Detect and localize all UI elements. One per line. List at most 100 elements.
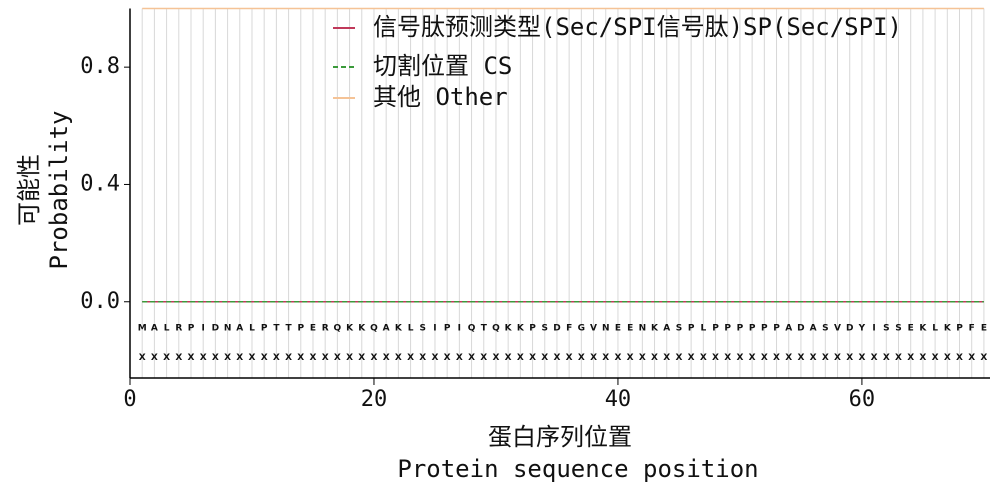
- y-axis-label: Probability: [45, 111, 73, 270]
- residue-label: A: [810, 324, 817, 334]
- residue-label: S: [895, 324, 901, 334]
- marker-label: X: [822, 353, 829, 363]
- residue-label: N: [224, 324, 232, 334]
- y-axis-label: 可能性: [15, 154, 43, 226]
- marker-label: X: [273, 353, 280, 363]
- residue-label: P: [761, 324, 768, 334]
- marker-label: X: [614, 353, 621, 363]
- marker-label: X: [663, 353, 670, 363]
- marker-label: X: [797, 353, 804, 363]
- marker-label: X: [932, 353, 939, 363]
- residue-label: D: [212, 324, 219, 334]
- y-tick-label: 0.0: [80, 289, 120, 314]
- marker-label: X: [700, 353, 707, 363]
- marker-label: X: [529, 353, 536, 363]
- residue-label: D: [846, 324, 853, 334]
- residue-label: V: [590, 324, 597, 334]
- marker-label: X: [907, 353, 914, 363]
- residue-label: S: [883, 324, 889, 334]
- residue-label: I: [433, 324, 436, 334]
- residue-label: E: [627, 324, 633, 334]
- residue-label: L: [408, 324, 414, 334]
- marker-label: X: [919, 353, 926, 363]
- marker-label: X: [761, 353, 768, 363]
- marker-label: X: [175, 353, 182, 363]
- residue-label: A: [236, 324, 243, 334]
- residue-label: K: [346, 324, 354, 334]
- residue-label: P: [297, 324, 304, 334]
- residue-label: E: [981, 324, 987, 334]
- residue-label: L: [932, 324, 938, 334]
- residue-label: T: [273, 324, 280, 334]
- residue-label: A: [663, 324, 670, 334]
- marker-label: X: [688, 353, 695, 363]
- residue-label: K: [944, 324, 952, 334]
- marker-label: X: [773, 353, 780, 363]
- residue-label: I: [458, 324, 461, 334]
- residue-label: F: [969, 324, 975, 334]
- marker-label: X: [639, 353, 646, 363]
- residue-label: P: [712, 324, 719, 334]
- residue-label: P: [773, 324, 780, 334]
- x-axis-label: 蛋白序列位置: [488, 423, 632, 451]
- residue-label: E: [908, 324, 914, 334]
- residue-label: K: [395, 324, 403, 334]
- residue-label: I: [872, 324, 875, 334]
- marker-label: X: [334, 353, 341, 363]
- residue-label: M: [138, 324, 147, 334]
- marker-label: X: [200, 353, 207, 363]
- residue-label: L: [700, 324, 706, 334]
- marker-label: X: [431, 353, 438, 363]
- marker-label: X: [370, 353, 377, 363]
- marker-label: X: [712, 353, 719, 363]
- x-tick-label: 20: [361, 387, 388, 412]
- marker-label: X: [749, 353, 756, 363]
- residue-label: N: [639, 324, 647, 334]
- marker-label: X: [578, 353, 585, 363]
- marker-label: X: [346, 353, 353, 363]
- residue-label: E: [310, 324, 316, 334]
- marker-label: X: [407, 353, 414, 363]
- marker-label: X: [517, 353, 524, 363]
- marker-label: X: [980, 353, 987, 363]
- marker-label: X: [456, 353, 463, 363]
- residue-label: S: [420, 324, 426, 334]
- legend-label: 其他 Other: [373, 83, 508, 111]
- marker-label: X: [505, 353, 512, 363]
- residue-label: Q: [370, 324, 378, 334]
- marker-label: X: [956, 353, 963, 363]
- marker-label: X: [261, 353, 268, 363]
- residue-label: N: [602, 324, 610, 334]
- marker-label: X: [944, 353, 951, 363]
- residue-label: P: [688, 324, 695, 334]
- marker-label: X: [310, 353, 317, 363]
- residue-label: P: [724, 324, 731, 334]
- marker-label: X: [810, 353, 817, 363]
- marker-label: X: [297, 353, 304, 363]
- residue-label: A: [151, 324, 158, 334]
- residue-label: K: [517, 324, 525, 334]
- marker-label: X: [566, 353, 573, 363]
- marker-label: X: [602, 353, 609, 363]
- residue-label: K: [651, 324, 659, 334]
- marker-label: X: [858, 353, 865, 363]
- residue-label: P: [737, 324, 744, 334]
- residue-label: P: [261, 324, 268, 334]
- residue-label: S: [822, 324, 828, 334]
- residue-label: P: [529, 324, 536, 334]
- x-tick-label: 60: [849, 387, 876, 412]
- marker-label: X: [163, 353, 170, 363]
- residue-label: S: [542, 324, 548, 334]
- x-axis-label: Protein sequence position: [397, 455, 758, 483]
- residue-label: D: [797, 324, 804, 334]
- residue-label: L: [164, 324, 170, 334]
- residue-label: P: [444, 324, 451, 334]
- marker-label: X: [383, 353, 390, 363]
- legend-label: 信号肽预测类型(Sec/SPI信号肽)SP(Sec/SPI): [373, 13, 902, 41]
- residue-label: P: [749, 324, 756, 334]
- residue-label: Q: [468, 324, 476, 334]
- marker-label: X: [968, 353, 975, 363]
- marker-label: X: [395, 353, 402, 363]
